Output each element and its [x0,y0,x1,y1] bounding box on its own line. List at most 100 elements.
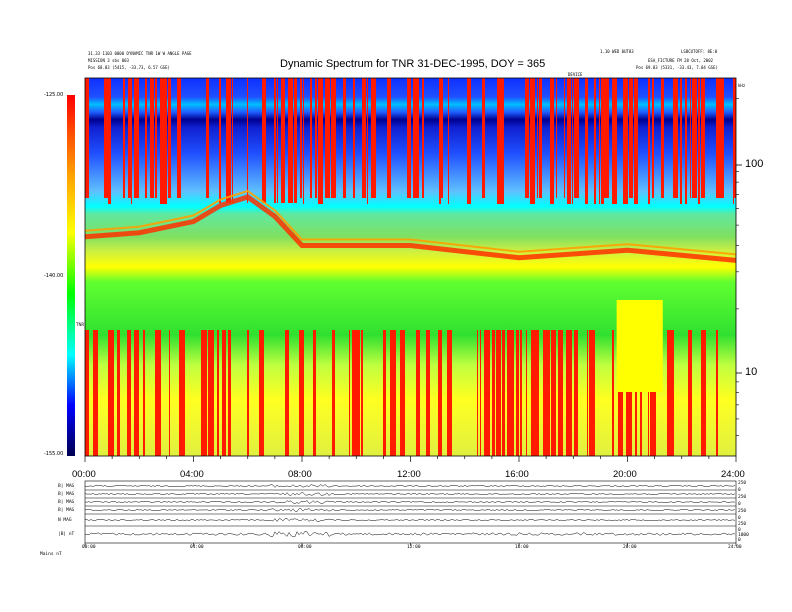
spectrogram-gap-top [277,78,278,203]
spectrogram-gap-bottom [635,330,637,456]
spectrogram-gap-top [690,78,691,198]
time-tick-3: 12:00 [397,469,421,480]
spectrogram-gap-top [85,78,89,198]
spectrogram-gap-top [331,78,336,198]
spectrogram-gap-bottom [179,330,185,456]
spectrogram-gap-top [160,78,163,204]
spectrogram-gap-top [685,78,687,204]
spectrogram-gap-top [163,78,167,204]
spectrogram-gap-bottom [535,330,539,456]
spectrogram-gap-bottom [438,330,442,456]
spectrogram-gap-bottom [400,330,405,456]
spectrogram-gap-bottom [566,330,572,456]
spectrogram-gap-bottom [589,330,595,456]
panel-trace [84,500,736,504]
panel-rtick-6: 250 [738,522,747,527]
spectrogram-gap-top [104,78,108,198]
freq-unit: kHz [738,83,746,88]
spectrogram-gap-bottom [507,330,512,456]
spectrogram-gap-bottom [206,330,207,456]
header-left-line1: 31.33 1103 0000 DYNAMIC TNR 1W W ANGLE P… [88,51,192,56]
spectrogram-gap-bottom [640,330,642,456]
freq-tick-10: 10 [745,366,758,378]
spectrogram-gap-bottom [520,330,522,456]
spectrogram-gap-bottom [667,330,671,456]
spectrogram-gap-bottom [313,330,316,456]
spectrogram-gap-top [413,78,418,198]
spectrogram-gap-top [362,78,366,198]
panel-rtick-3: 0 [738,502,741,507]
spectrogram-gap-top [648,78,650,204]
spectrogram-gap-bottom [688,330,692,456]
spectrogram-gap-bottom [137,330,139,456]
spectrogram-gap-bottom [447,330,452,456]
panel-trace [84,531,736,538]
spectrogram-gap-bottom [134,330,137,456]
spectrogram-gap-bottom [349,330,350,456]
spectrogram-gap-top [367,78,368,204]
spectrogram-gap-bottom [361,330,363,456]
spectrogram-gap-bottom [247,330,249,456]
mini-tick-0: 00:00 [82,545,96,550]
spectrogram-gap-top [673,78,678,198]
spectrogram-gap-bottom [299,330,304,456]
spectrogram-gap-bottom [526,330,527,456]
spectrogram-gap-bottom [94,330,97,456]
header-right-line3: ESA_FICTURE FM 28 Oct, 2002 [648,58,714,63]
header-center-small: DEVICE [568,72,583,77]
spectrogram-gap-top [525,78,529,198]
spectrogram-gap-top [716,78,719,198]
panel-rtick-8: 1000 [738,533,749,538]
spectrogram-gap-top [448,78,449,204]
spectrogram-gap-top [604,78,609,198]
panel-trace [84,518,736,522]
spectrogram-gap-top [274,78,276,203]
bottom-panels [84,480,737,546]
spectrogram-gap-top [150,78,154,198]
spectrogram-gap-top [499,78,504,204]
spectrogram-gap-top [537,78,538,198]
spectrogram-gap-top [439,78,441,204]
spectrogram-gap-top [418,78,419,198]
spectrogram-gap-top [692,78,697,198]
spectrogram-gap-bottom [531,330,535,456]
spectrogram-gap-top [550,78,554,204]
panel-rtick-0: 250 [738,481,747,486]
spectrogram-gap-top [634,78,638,204]
colorbar [67,95,75,456]
header-right-line2: LSBCUTOFF: 8E:0 [681,49,718,54]
spectrogram-gap-top [177,78,181,198]
spectrogram-gap-bottom [108,330,114,456]
panel-rtick-9: 0 [738,538,741,543]
spectrogram-gap-top [288,78,293,203]
spectrogram-gap-top [497,78,499,204]
spectrogram-gap-bottom [626,330,632,456]
spectrogram-gap-bottom [484,330,490,456]
spectrogram-gap-top [232,78,233,203]
spectrogram-gap-top [315,78,317,198]
spectrogram-block [616,300,663,392]
colorbar-tick-mid: -140.00 [44,273,64,279]
spectrogram-gap-bottom [426,330,430,456]
spectrogram-gap-bottom [419,330,420,456]
spectrogram-gap-top [629,78,633,198]
chart-title: Dynamic Spectrum for TNR 31-DEC-1995, DO… [280,58,546,70]
panel-trace [84,492,736,496]
spectrogram-gap-bottom [551,330,556,456]
spectrogram-gap-top [294,78,297,203]
spectrogram-gap-top [530,78,535,204]
spectrogram-gap-top [123,78,125,198]
header-right-line4: Pos 69.83 (5331, -33.43, 7.04 GSE) [636,65,718,70]
spectrogram-gap-top [556,78,557,198]
spectrogram-gap-top [407,78,411,198]
spectrogram-gap-top [325,78,330,198]
mini-tick-2: 08:00 [298,545,312,550]
spectrogram-gap-top [131,78,132,204]
spectrogram-gap-top [734,78,736,198]
panel-label-4: B| MAG [58,508,75,513]
mini-tick-5: 20:00 [623,545,637,550]
panel-rtick-1: 0 [738,488,741,493]
spectrogram-gap-bottom [480,330,481,456]
